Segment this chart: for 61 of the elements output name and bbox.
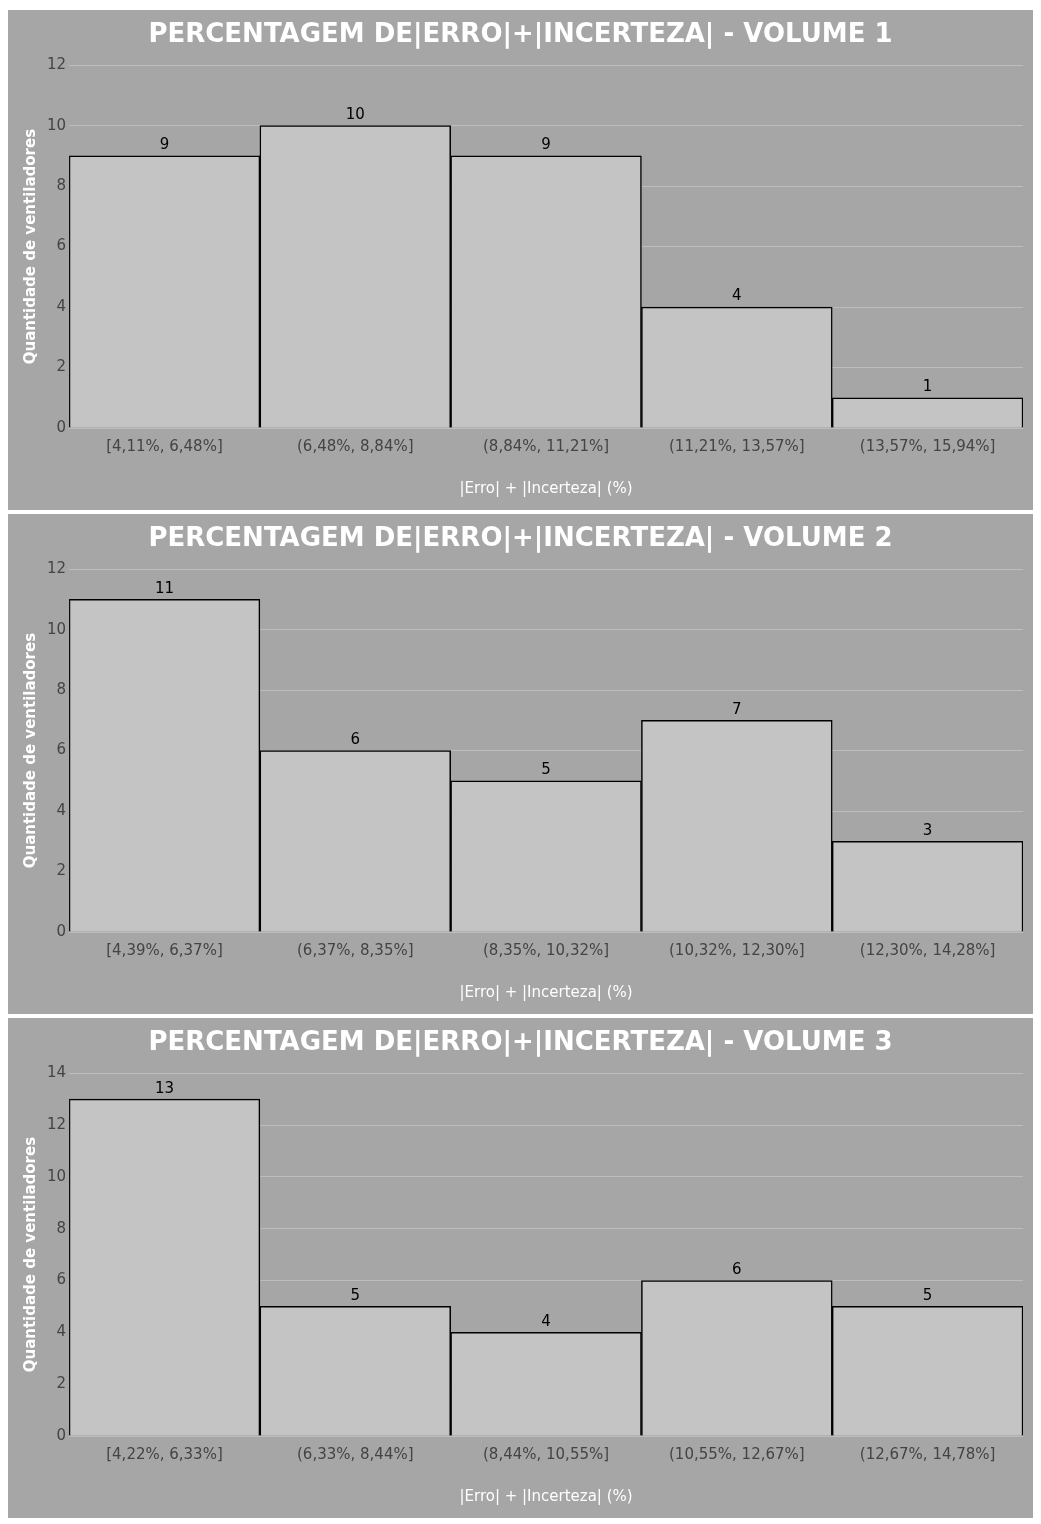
data-label: 5 bbox=[541, 760, 551, 779]
y-tick-label: 2 bbox=[56, 1374, 67, 1393]
y-tick-label: 14 bbox=[46, 1063, 67, 1082]
data-label: 6 bbox=[732, 1259, 742, 1278]
data-label: 10 bbox=[345, 105, 365, 124]
x-tick-label: (8,84%, 11,21%] bbox=[483, 436, 610, 455]
chart-title: PERCENTAGEM DE|ERRO|+|INCERTEZA| - VOLUME 2 bbox=[148, 522, 893, 554]
data-label: 5 bbox=[922, 1285, 933, 1304]
x-tick-label: (12,67%, 14,78%] bbox=[859, 1444, 996, 1463]
y-tick-label: 6 bbox=[56, 236, 67, 255]
x-tick-label: [4,11%, 6,48%] bbox=[106, 436, 223, 455]
data-label: 9 bbox=[541, 135, 551, 154]
x-tick-label: (12,30%, 14,28%] bbox=[859, 940, 996, 959]
chart-title: PERCENTAGEM DE|ERRO|+|INCERTEZA| - VOLUME 1 bbox=[148, 18, 893, 50]
y-tick-label: 2 bbox=[56, 861, 67, 880]
y-tick-label: 0 bbox=[56, 1425, 67, 1444]
data-label: 13 bbox=[154, 1078, 175, 1097]
data-label: 6 bbox=[350, 729, 361, 748]
x-tick-label: (10,55%, 12,67%] bbox=[669, 1444, 805, 1463]
x-axis-title: |Erro| + |Incerteza| (%) bbox=[459, 1486, 633, 1505]
data-label: 9 bbox=[159, 135, 170, 154]
y-tick-label: 12 bbox=[46, 55, 67, 74]
y-tick-label: 2 bbox=[56, 357, 67, 376]
x-tick-label: (8,35%, 10,32%] bbox=[483, 940, 610, 959]
y-tick-label: 10 bbox=[46, 115, 67, 134]
y-axis-title: Quantidade de ventiladores bbox=[20, 1136, 39, 1373]
y-tick-label: 12 bbox=[46, 1114, 67, 1133]
y-tick-label: 4 bbox=[56, 1322, 67, 1341]
x-tick-label: (6,33%, 8,44%] bbox=[296, 1444, 414, 1463]
x-tick-label: (11,21%, 13,57%] bbox=[669, 436, 805, 455]
x-tick-label: (6,37%, 8,35%] bbox=[296, 940, 414, 959]
x-axis-title: |Erro| + |Incerteza| (%) bbox=[459, 982, 633, 1001]
data-label: 11 bbox=[154, 578, 175, 597]
x-tick-label: (8,44%, 10,55%] bbox=[483, 1444, 610, 1463]
y-tick-label: 4 bbox=[56, 296, 67, 315]
y-tick-label: 6 bbox=[56, 1270, 67, 1289]
y-tick-label: 4 bbox=[56, 800, 67, 819]
x-tick-label: (13,57%, 15,94%] bbox=[859, 436, 996, 455]
data-label: 5 bbox=[350, 1285, 361, 1304]
y-tick-label: 12 bbox=[46, 559, 67, 578]
x-axis-title: |Erro| + |Incerteza| (%) bbox=[459, 478, 633, 497]
y-tick-label: 0 bbox=[56, 417, 67, 436]
y-axis-title: Quantidade de ventiladores bbox=[20, 128, 39, 365]
x-tick-label: [4,39%, 6,37%] bbox=[106, 940, 223, 959]
y-tick-label: 6 bbox=[56, 740, 67, 759]
y-tick-label: 10 bbox=[46, 1166, 67, 1185]
y-tick-label: 0 bbox=[56, 921, 67, 940]
data-label: 4 bbox=[541, 1311, 551, 1330]
y-tick-label: 10 bbox=[46, 619, 67, 638]
y-tick-label: 8 bbox=[56, 1218, 67, 1237]
y-tick-label: 8 bbox=[56, 680, 67, 699]
data-label: 3 bbox=[922, 820, 933, 839]
chart-title: PERCENTAGEM DE|ERRO|+|INCERTEZA| - VOLUME 3 bbox=[148, 1026, 893, 1058]
data-label: 7 bbox=[732, 699, 742, 718]
y-tick-label: 8 bbox=[56, 176, 67, 195]
x-tick-label: (6,48%, 8,84%] bbox=[296, 436, 414, 455]
data-label: 4 bbox=[732, 286, 742, 305]
x-tick-label: [4,22%, 6,33%] bbox=[106, 1444, 223, 1463]
y-axis-title: Quantidade de ventiladores bbox=[20, 632, 39, 869]
x-tick-label: (10,32%, 12,30%] bbox=[669, 940, 805, 959]
data-label: 1 bbox=[922, 377, 933, 396]
